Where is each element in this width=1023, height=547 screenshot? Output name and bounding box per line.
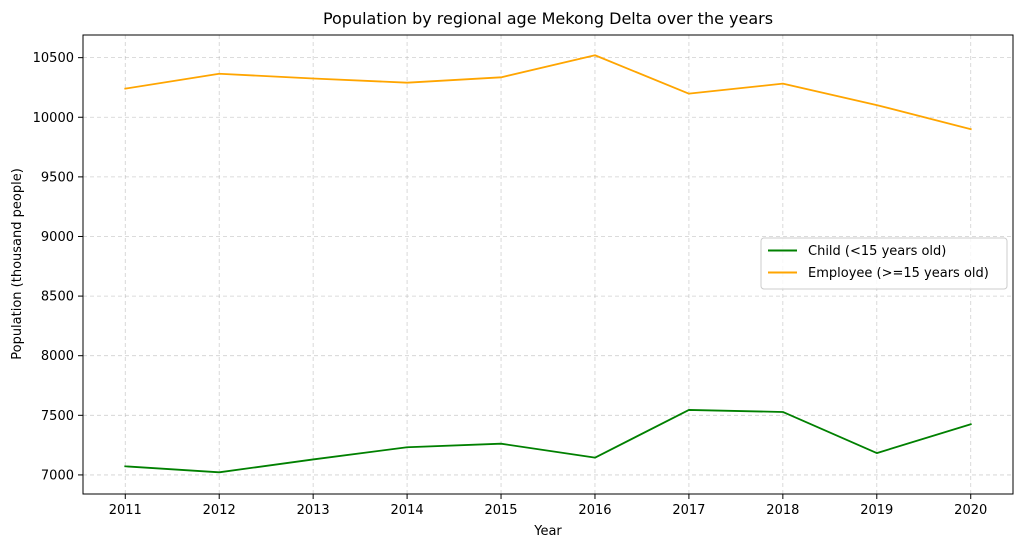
x-axis-title: Year [533, 524, 562, 539]
legend-label-employee: Employee (>=15 years old) [808, 266, 989, 281]
legend-box [760, 237, 1008, 290]
x-axis-ticks: 2011 2012 2013 2014 2015 2016 2017 2018 2019 2020 [109, 494, 987, 518]
x-tick-label: 2015 [484, 503, 517, 518]
plot-area-frame [82, 34, 1014, 495]
y-tick-label: 9500 [41, 170, 74, 185]
x-tick-label: 2018 [766, 503, 799, 518]
series-line-child [124, 409, 972, 474]
y-tick-label: 10000 [33, 111, 74, 126]
x-tick-label: 2020 [954, 503, 987, 518]
series-line-employee [124, 54, 972, 131]
y-tick-label: 8500 [41, 290, 74, 305]
y-tick-label: 7500 [41, 409, 74, 424]
x-tick-label: 2011 [109, 503, 142, 518]
x-tick-label: 2014 [391, 503, 424, 518]
x-tick-label: 2017 [672, 503, 705, 518]
y-axis-ticks: 7000 7500 8000 8500 9000 9500 10000 10500 [33, 51, 83, 483]
x-tick-label: 2016 [578, 503, 611, 518]
chart-title: Population by regional age Mekong Delta … [323, 9, 773, 28]
legend: Child (<15 years old) Employee (>=15 yea… [760, 237, 1008, 290]
x-tick-label: 2012 [203, 503, 236, 518]
series-lines [124, 54, 972, 474]
y-tick-label: 8000 [41, 349, 74, 364]
y-tick-label: 7000 [41, 468, 74, 483]
x-tick-label: 2019 [860, 503, 893, 518]
grid [83, 35, 1013, 494]
legend-label-child: Child (<15 years old) [808, 244, 946, 259]
x-tick-label: 2013 [297, 503, 330, 518]
y-tick-label: 9000 [41, 230, 74, 245]
y-axis-title: Population (thousand people) [10, 168, 25, 360]
y-tick-label: 10500 [33, 51, 74, 66]
